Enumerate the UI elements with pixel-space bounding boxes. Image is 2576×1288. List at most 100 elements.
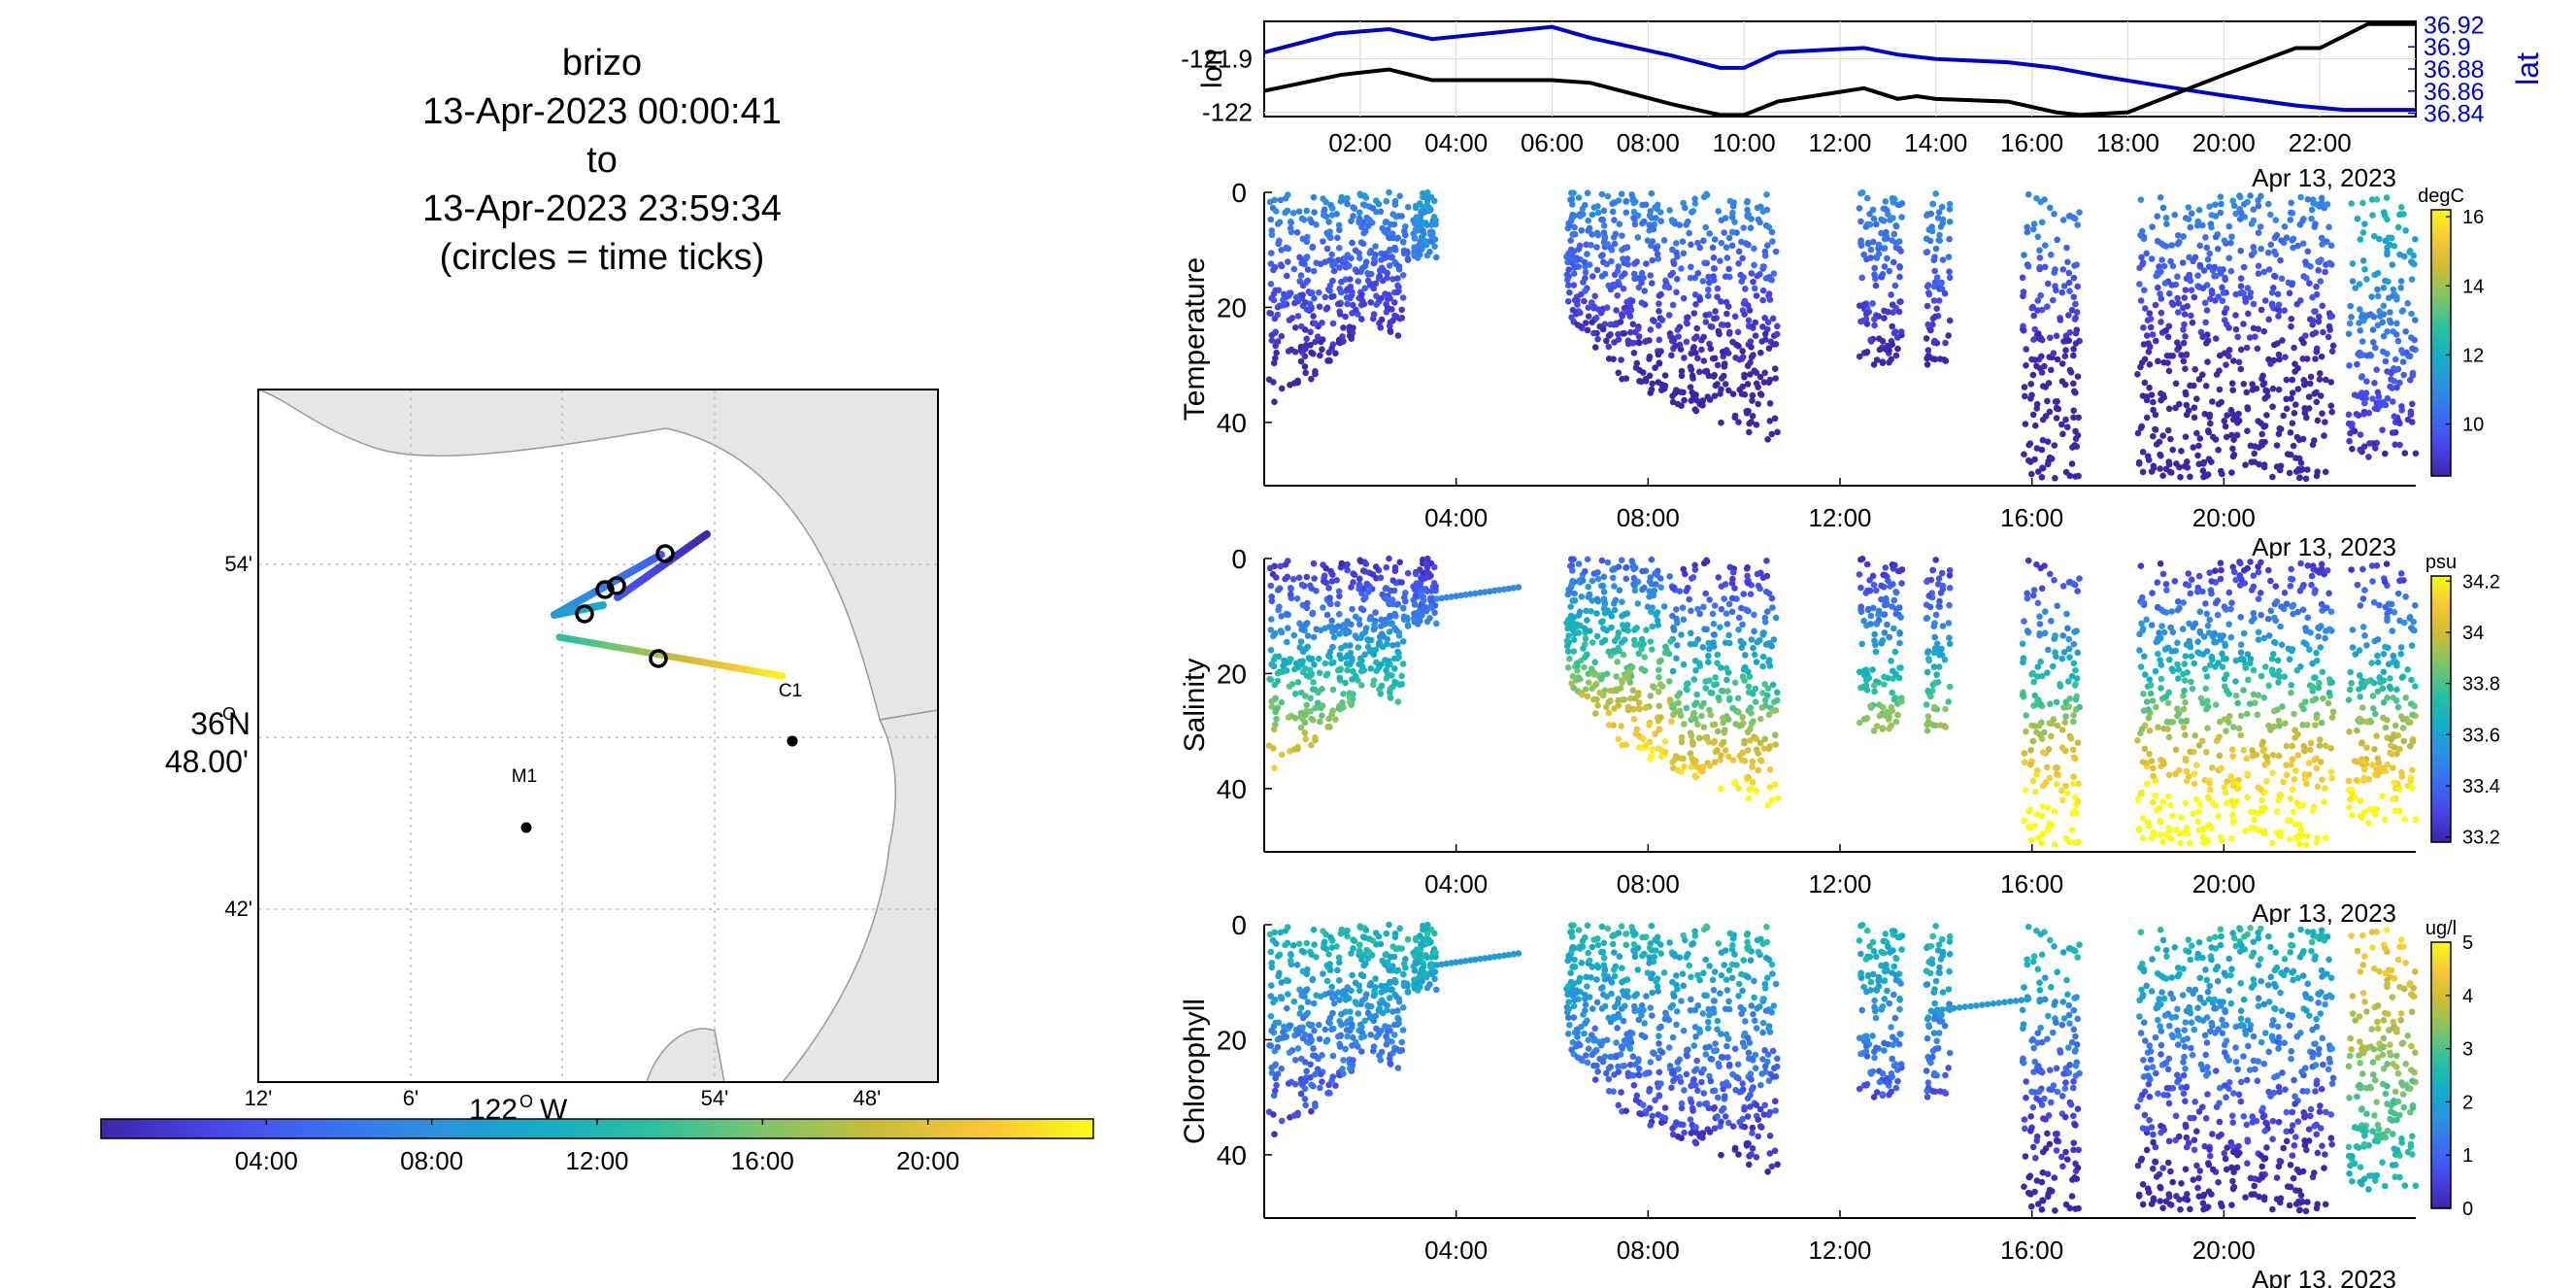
scatter-point [1721, 595, 1727, 602]
scatter-point [2195, 742, 2203, 749]
scatter-point [1735, 614, 1743, 622]
scatter-point [2204, 725, 2211, 731]
scatter-point [1738, 278, 1745, 286]
scatter-point [2206, 203, 2213, 210]
scatter-point [2149, 223, 2156, 230]
scatter-point [2178, 814, 2185, 821]
scatter-point [1718, 752, 1724, 760]
scatter-point [1761, 253, 1769, 259]
scatter-point [1358, 264, 1366, 272]
scatter-point [1892, 222, 1900, 230]
scatter-point [2046, 408, 2054, 416]
scatter-point [2272, 583, 2280, 590]
scatter-point [1593, 244, 1600, 251]
scatter-point [2409, 766, 2416, 774]
scatter-point [1338, 655, 1345, 662]
scatter-point [1739, 348, 1746, 355]
scatter-point [1281, 667, 1288, 675]
scatter-point [2398, 308, 2406, 315]
scatter-point [1896, 664, 1903, 671]
scatter-point [2282, 720, 2289, 727]
scatter-point [2329, 342, 2337, 350]
scatter-point [2325, 322, 2333, 330]
scatter-point [1862, 316, 1870, 322]
scatter-point [2313, 348, 2321, 356]
scatter-point [1936, 356, 1944, 362]
scatter-point [1764, 802, 1771, 809]
scatter-point [2067, 735, 2075, 742]
scatter-point [2174, 606, 2182, 614]
scatter-point [1591, 344, 1599, 351]
scatter-point [2022, 759, 2028, 766]
scatter-point [2359, 338, 2366, 345]
scatter-point [1594, 597, 1602, 605]
scatter-point [1396, 559, 1403, 566]
scatter-point [1589, 273, 1596, 280]
scatter-point [2184, 830, 2191, 837]
scatter-point [1741, 390, 1749, 398]
scatter-point [1377, 574, 1385, 582]
scatter-point [1376, 267, 1384, 274]
scatter-point [2289, 376, 2296, 384]
scatter-point [2301, 747, 2308, 755]
colorbar-tick-label: 16 [2462, 207, 2484, 228]
scatter-point [1630, 208, 1638, 216]
scatter-point [2245, 676, 2252, 684]
scatter-point [2322, 834, 2329, 842]
scatter-point [2070, 346, 2077, 353]
scatter-point [1941, 656, 1949, 663]
scatter-point [2181, 311, 2189, 318]
scatter-point [2029, 737, 2037, 745]
scatter-point [1688, 397, 1695, 404]
scatter-point [1897, 248, 1904, 254]
scatter-point [2380, 651, 2388, 658]
scatter-point [1871, 264, 1878, 272]
scatter-point [1931, 337, 1938, 345]
scatter-point [2024, 190, 2032, 198]
scatter-point [2374, 636, 2382, 643]
scatter-point [2318, 199, 2325, 206]
scatter-point [2292, 401, 2299, 408]
scatter-point [2380, 285, 2388, 291]
scatter-point [2254, 711, 2261, 719]
scatter-point [1649, 380, 1656, 388]
scatter-point [2223, 361, 2229, 369]
lon-series-line [1263, 21, 2416, 118]
scatter-point [2408, 625, 2415, 631]
scatter-point [2411, 336, 2418, 344]
scatter-point [2302, 625, 2309, 631]
scatter-point [2200, 267, 2208, 274]
scatter-point [1635, 339, 1642, 346]
scatter-point [2158, 319, 2164, 325]
scatter-point [2260, 828, 2268, 834]
scatter-point [2374, 659, 2382, 666]
scatter-point [1308, 305, 1315, 313]
scatter-point [2349, 421, 2356, 427]
scatter-point [2308, 572, 2316, 580]
scatter-point [2250, 300, 2258, 308]
scatter-point [1755, 216, 1762, 223]
scatter-point [2397, 285, 2404, 291]
scatter-point [1745, 408, 1752, 415]
scatter-point [1863, 194, 1871, 202]
scatter-point [1718, 298, 1724, 305]
scatter-point [1419, 209, 1425, 216]
scatter-point [1366, 616, 1374, 623]
scatter-point [1737, 271, 1744, 279]
scatter-point [2063, 610, 2070, 618]
scatter-point [1310, 633, 1318, 641]
scatter-point [2164, 359, 2171, 366]
scatter-point [1722, 747, 1729, 754]
scatter-point [1742, 286, 1749, 292]
scatter-point [1629, 321, 1637, 328]
scatter-point [1391, 665, 1398, 672]
scatter-point [1756, 390, 1764, 397]
scatter-point [2273, 442, 2281, 449]
scatter-point [1604, 192, 1612, 200]
scatter-point [2169, 812, 2176, 820]
scatter-point [1945, 332, 1952, 339]
time-tick-circle [649, 649, 668, 668]
scatter-point [1946, 317, 1954, 324]
scatter-point [2381, 212, 2389, 220]
scatter-point [2232, 210, 2239, 218]
